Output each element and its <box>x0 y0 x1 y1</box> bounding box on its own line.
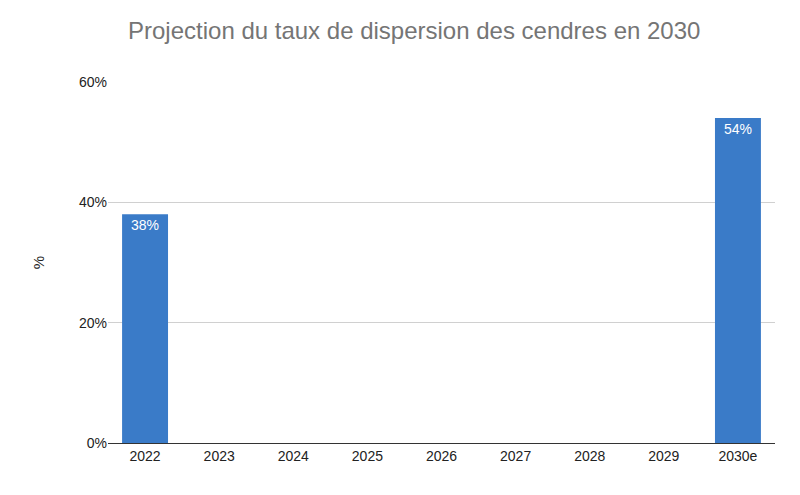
svg-text:2023: 2023 <box>204 448 235 464</box>
svg-text:54%: 54% <box>724 121 752 137</box>
svg-text:60%: 60% <box>79 74 107 90</box>
svg-text:40%: 40% <box>79 194 107 210</box>
svg-text:2030e: 2030e <box>718 448 757 464</box>
svg-text:2024: 2024 <box>278 448 309 464</box>
svg-text:38%: 38% <box>131 217 159 233</box>
svg-text:2028: 2028 <box>574 448 605 464</box>
svg-text:2026: 2026 <box>426 448 457 464</box>
svg-text:%: % <box>30 256 47 269</box>
svg-text:0%: 0% <box>87 435 107 451</box>
svg-text:Projection du taux de dispersi: Projection du taux de dispersion des cen… <box>128 17 700 44</box>
svg-text:2025: 2025 <box>352 448 383 464</box>
svg-text:20%: 20% <box>79 315 107 331</box>
svg-text:2022: 2022 <box>129 448 160 464</box>
svg-text:2027: 2027 <box>500 448 531 464</box>
svg-text:2029: 2029 <box>648 448 679 464</box>
